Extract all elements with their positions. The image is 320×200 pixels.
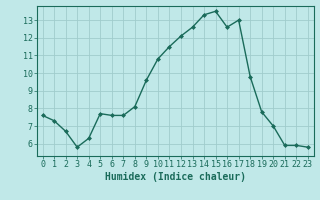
X-axis label: Humidex (Indice chaleur): Humidex (Indice chaleur) — [105, 172, 246, 182]
